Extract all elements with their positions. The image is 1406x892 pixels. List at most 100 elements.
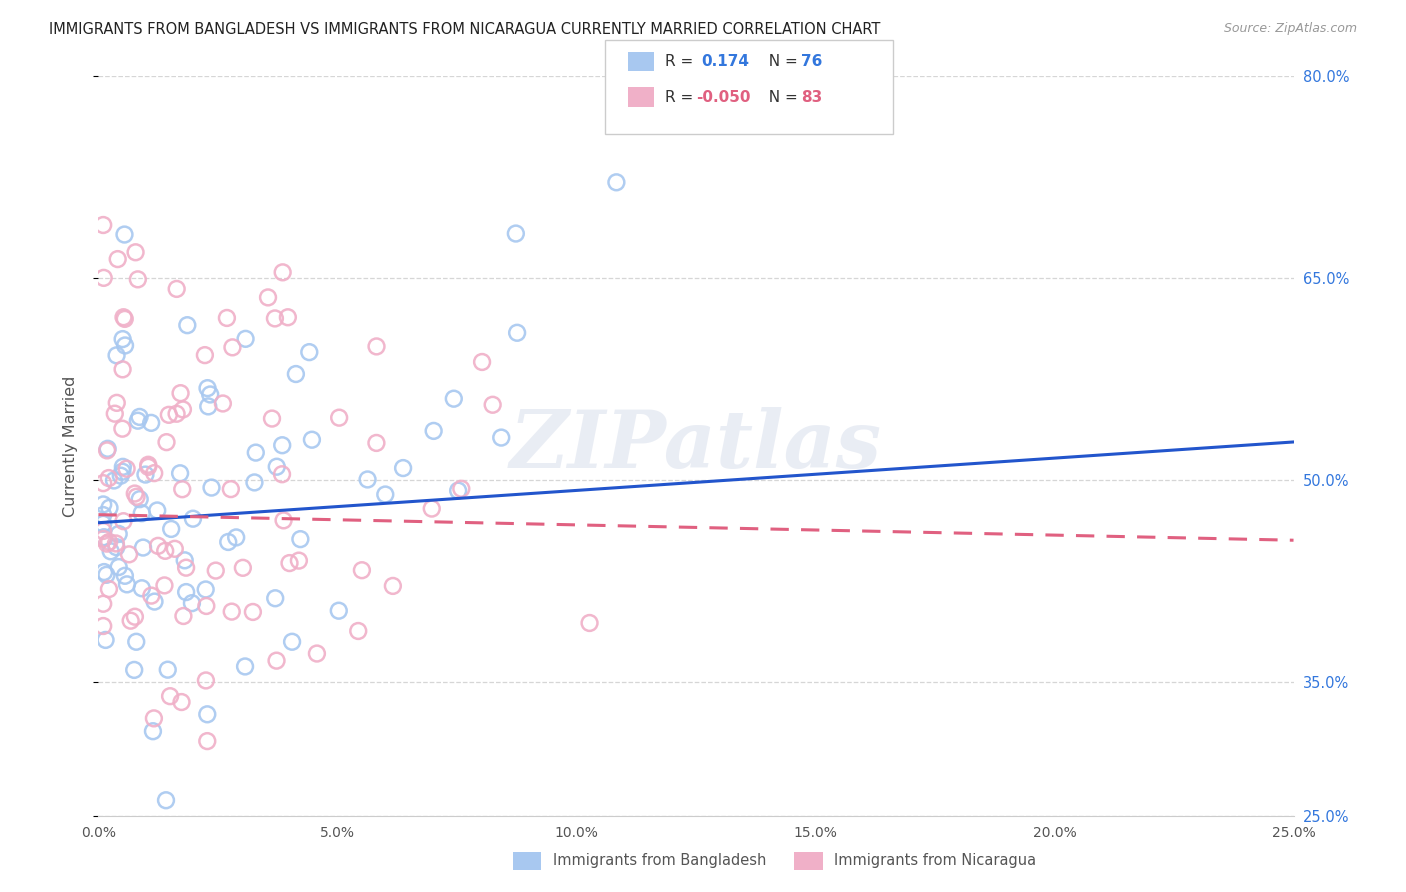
Point: [328, 410, 350, 425]
Point: [142, 724, 165, 739]
Point: [221, 340, 243, 354]
Point: [221, 605, 243, 619]
Point: [91, 498, 114, 512]
Point: [115, 461, 138, 475]
Point: [125, 490, 148, 504]
Point: [374, 487, 396, 501]
Text: R =: R =: [665, 54, 699, 69]
Point: [94, 632, 117, 647]
Point: [114, 569, 136, 583]
Point: [215, 310, 238, 325]
Point: [197, 381, 219, 395]
Point: [141, 589, 163, 603]
Point: [156, 663, 179, 677]
Point: [104, 407, 127, 421]
Point: [143, 594, 166, 608]
Point: [134, 467, 156, 482]
Point: [347, 624, 370, 638]
Point: [120, 614, 142, 628]
Point: [578, 615, 600, 630]
Point: [217, 535, 239, 549]
Point: [166, 407, 188, 421]
Point: [132, 541, 155, 555]
Point: [173, 553, 195, 567]
Point: [111, 465, 134, 479]
Point: [420, 501, 443, 516]
Text: 0.174: 0.174: [702, 54, 749, 69]
Point: [242, 605, 264, 619]
Point: [176, 318, 198, 333]
Point: [381, 579, 404, 593]
Point: [260, 411, 283, 425]
Point: [271, 467, 294, 482]
Point: [98, 500, 121, 515]
Point: [305, 647, 328, 661]
Point: [235, 332, 257, 346]
Point: [212, 396, 235, 410]
Point: [93, 530, 115, 544]
Point: [125, 634, 148, 648]
Point: [447, 483, 470, 498]
Point: [273, 513, 295, 527]
Point: [107, 527, 129, 541]
Point: [155, 793, 177, 807]
Point: [91, 218, 114, 232]
Point: [271, 438, 294, 452]
Point: [105, 348, 128, 362]
Text: Immigrants from Bangladesh: Immigrants from Bangladesh: [553, 854, 766, 868]
Point: [114, 311, 136, 326]
Point: [278, 556, 301, 570]
Point: [111, 459, 134, 474]
Point: [194, 582, 217, 597]
Point: [136, 458, 159, 472]
Point: [91, 619, 114, 633]
Point: [266, 654, 288, 668]
Point: [141, 416, 163, 430]
Point: [107, 252, 129, 266]
Point: [491, 431, 513, 445]
Point: [131, 506, 153, 520]
Point: [288, 554, 311, 568]
Point: [128, 409, 150, 424]
Point: [443, 392, 465, 406]
Point: [127, 414, 149, 428]
Point: [124, 245, 146, 260]
Point: [98, 535, 121, 549]
Point: [111, 332, 134, 346]
Point: [124, 486, 146, 500]
Point: [93, 565, 115, 579]
Point: [166, 282, 188, 296]
Point: [174, 560, 197, 574]
Text: 76: 76: [801, 54, 823, 69]
Point: [450, 482, 472, 496]
Point: [93, 532, 115, 546]
Point: [91, 597, 114, 611]
Point: [96, 443, 118, 458]
Point: [96, 567, 118, 582]
Point: [91, 516, 114, 531]
Point: [169, 467, 191, 481]
Point: [284, 367, 307, 381]
Point: [127, 272, 149, 286]
Point: [366, 339, 388, 353]
Point: [118, 547, 141, 561]
Text: N =: N =: [759, 90, 803, 104]
Point: [257, 290, 280, 304]
Point: [290, 532, 312, 546]
Point: [181, 511, 204, 525]
Point: [153, 544, 176, 558]
Text: R =: R =: [665, 90, 699, 104]
Point: [131, 581, 153, 595]
Point: [195, 599, 218, 613]
Point: [271, 265, 294, 279]
Text: ZIPatlas: ZIPatlas: [510, 408, 882, 484]
Point: [266, 459, 288, 474]
Point: [146, 539, 169, 553]
Point: [97, 471, 120, 485]
Point: [181, 596, 204, 610]
Point: [204, 564, 226, 578]
Point: [122, 663, 145, 677]
Point: [264, 311, 287, 326]
Point: [264, 591, 287, 606]
Point: [155, 435, 177, 450]
